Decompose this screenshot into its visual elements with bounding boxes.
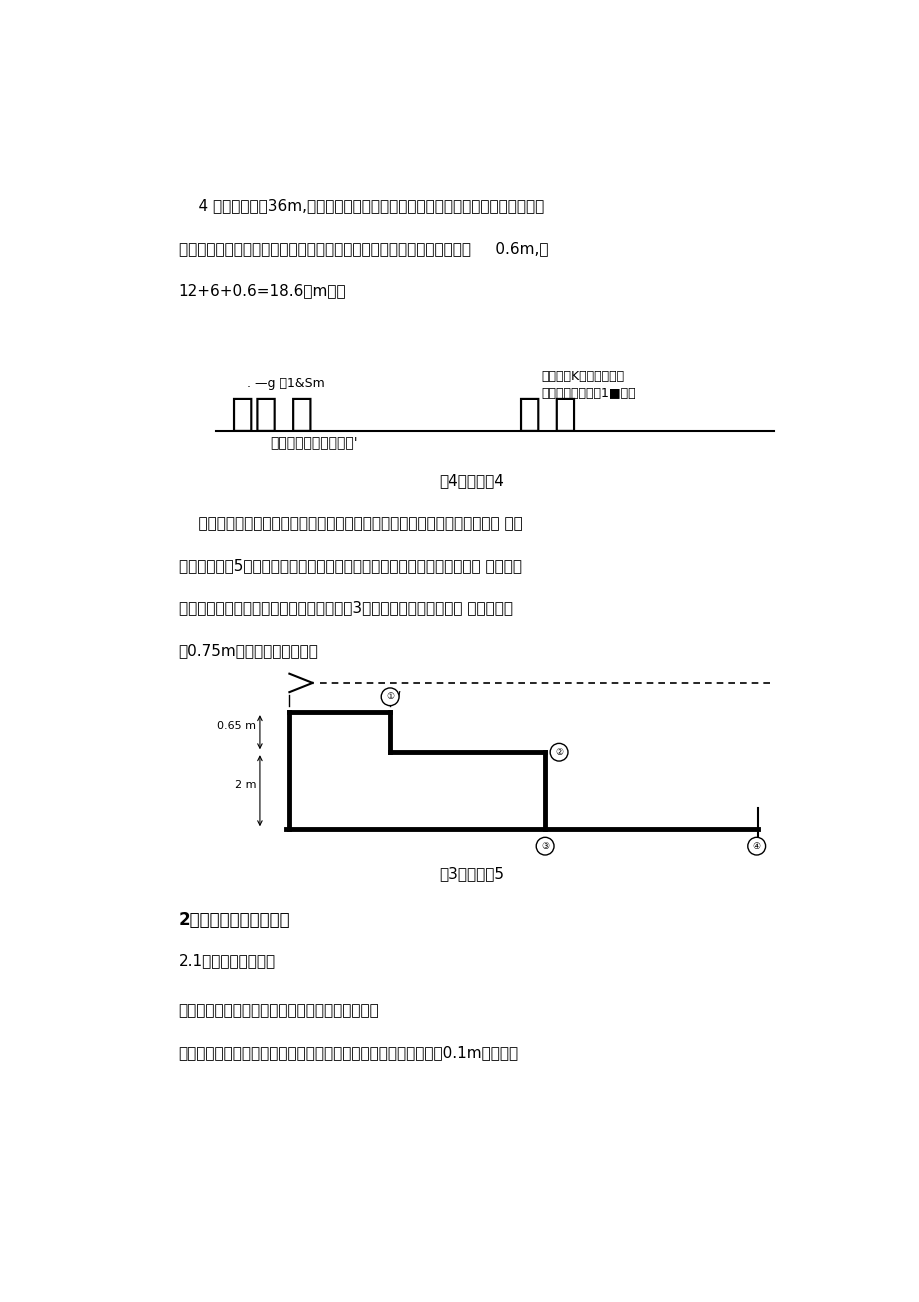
Text: 件组成。悬吨螺杆与管线的节点距斜撞与管线的节点距离不得超过0.1m，螺杆根: 件组成。悬吨螺杆与管线的节点距斜撞与管线的节点距离不得超过0.1m，螺杆根 (178, 1046, 518, 1061)
Circle shape (550, 743, 567, 762)
Text: 下一个纵向支擄的间距，是纵向支擄间距的一半加侧向支擄间距的一半加     0.6m,即: 下一个纵向支擄的间距，是纵向支擄间距的一半加侧向支擄间距的一半加 0.6m,即 (178, 241, 548, 256)
Text: 当直管段较短，未达到直管段的最大允许间距时，此管段仍需设置侧向和纵 向抗: 当直管段较短，未达到直管段的最大允许间距时，此管段仍需设置侧向和纵 向抗 (178, 516, 522, 531)
Circle shape (380, 687, 399, 706)
Text: 腐掉 平: 腐掉 平 (231, 395, 313, 434)
Text: 于0.75m，故作一独立分段。: 于0.75m，故作一独立分段。 (178, 643, 318, 658)
Text: ①: ① (386, 693, 393, 702)
Text: ④: ④ (752, 841, 760, 850)
Text: 2 m: 2 m (234, 780, 255, 789)
Text: 赧向抗｛吴雙同时充当': 赧向抗｛吴雙同时充当' (269, 435, 357, 449)
Text: 平 小: 平 小 (517, 395, 576, 434)
Text: 抗震支擄由锄固体、加固吨杆、斜撞和抗震连接构: 抗震支擄由锄固体、加固吨杆、斜撞和抗震连接构 (178, 1004, 379, 1018)
Text: 另一方向的虐向抗1■支擄: 另一方向的虐向抗1■支擄 (540, 387, 635, 400)
Text: ③: ③ (540, 841, 549, 850)
Text: 12+6+0.6=18.6（m）。: 12+6+0.6=18.6（m）。 (178, 284, 346, 298)
Text: 4 ）：若管线长36m,双作用支擄（侧向支擄，可视为直管线的一个纵向支擄）与: 4 ）：若管线长36m,双作用支擄（侧向支擄，可视为直管线的一个纵向支擄）与 (178, 199, 543, 214)
Text: 2.1抗震支吸架的组成: 2.1抗震支吸架的组成 (178, 953, 276, 969)
Text: 0.65 m: 0.65 m (217, 721, 255, 730)
Text: 此附向豜K层如同时花与: 此附向豜K层如同时花与 (540, 370, 624, 383)
Circle shape (747, 837, 765, 855)
Text: 但间距需满足双作用要求。例如上述管段分3个标准管段考虑，因为第 二垂直管大: 但间距需满足双作用要求。例如上述管段分3个标准管段考虑，因为第 二垂直管大 (178, 600, 512, 616)
Circle shape (536, 837, 553, 855)
Text: l: l (396, 690, 400, 703)
Text: ②: ② (554, 747, 562, 756)
Text: . —g 距1&Sm: . —g 距1&Sm (246, 378, 324, 391)
Text: 图3应用实例5: 图3应用实例5 (438, 866, 504, 881)
Text: 2抗暖支吸架的施工技术: 2抗暖支吸架的施工技术 (178, 911, 289, 928)
Text: 图4应用实例4: 图4应用实例4 (438, 474, 504, 488)
Text: 震支擄，如图5。通常在拐弯处设置侧向支擄对另一方向管段具有纵向支擄 的作用，: 震支擄，如图5。通常在拐弯处设置侧向支擄对另一方向管段具有纵向支擄 的作用， (178, 559, 521, 573)
